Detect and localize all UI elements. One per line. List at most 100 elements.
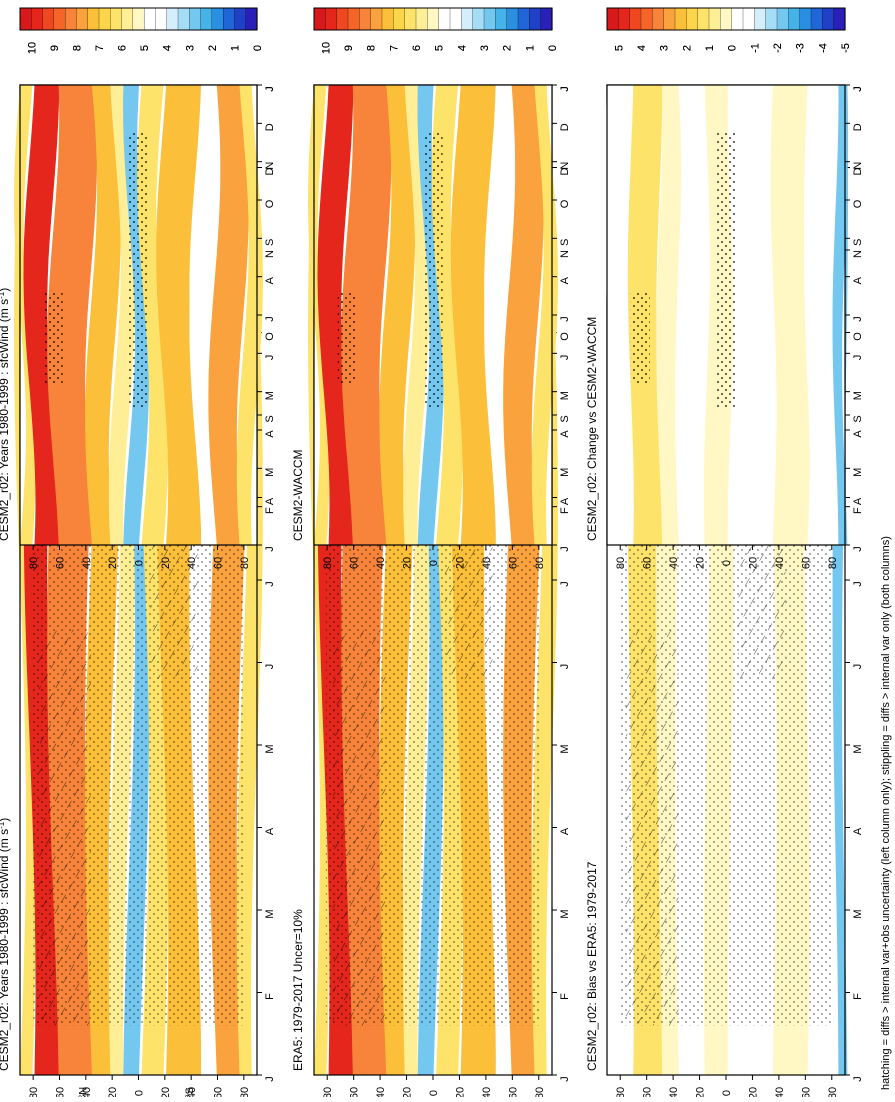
month-tick-label: J <box>559 1076 571 1082</box>
panel-title-sup: -1 <box>0 821 6 829</box>
month-tick-label: D <box>559 167 571 175</box>
month-tick-label: O <box>559 199 571 208</box>
month-tick-label: J <box>264 86 276 92</box>
colorbar-label: -5 <box>840 43 852 53</box>
colorbar-label: -3 <box>795 43 807 53</box>
colorbar-swatch <box>415 7 428 31</box>
month-tick-label: N <box>264 250 276 258</box>
lat-tick-label: 80 <box>534 557 546 569</box>
month-tick-label: D <box>559 123 571 131</box>
field-band <box>341 85 392 545</box>
colorbar-label: 7 <box>388 45 400 51</box>
lat-tick-label: 20 <box>454 1087 466 1097</box>
colorbar-label: 8 <box>366 45 378 51</box>
colorbar-swatch <box>404 7 417 31</box>
colorbar-label: 8 <box>71 45 83 51</box>
month-tick-label: A <box>559 276 571 284</box>
month-tick-label: J <box>559 355 571 361</box>
colorbar-swatch <box>697 7 710 31</box>
month-tick-label: S <box>264 415 276 422</box>
colorbar-swatch <box>606 7 619 31</box>
colorbar-label: 2 <box>502 45 514 51</box>
month-tick-label: S <box>852 239 864 246</box>
month-tick-label: J <box>852 664 864 670</box>
month-tick-label: N <box>264 162 276 170</box>
stippling <box>630 292 650 384</box>
colorbar-swatch <box>87 7 100 31</box>
month-tick-label: F <box>852 507 864 514</box>
month-tick-label: J <box>559 86 571 92</box>
colorbar-label: -1 <box>749 43 761 53</box>
colorbar-label: 4 <box>162 45 174 51</box>
lat-tick-label: 20 <box>695 1087 707 1097</box>
colorbar-label: 5 <box>139 45 151 51</box>
lat-tick-label: 40 <box>186 557 198 569</box>
colorbar-label: 2 <box>681 45 693 51</box>
colorbar-label: 0 <box>252 45 264 51</box>
month-tick-label: N <box>559 250 571 258</box>
stippling <box>337 292 357 384</box>
lat-tick-label: 60 <box>55 1087 67 1097</box>
colorbar-label: 2 <box>681 45 693 51</box>
colorbar-label: 5 <box>613 45 625 51</box>
hatching <box>38 629 92 1026</box>
month-tick-label: J <box>852 355 864 361</box>
colorbar-label: 7 <box>94 45 106 51</box>
colorbar-swatch <box>98 7 111 31</box>
month-tick-label: O <box>559 332 571 341</box>
colorbar-label: 9 <box>343 45 355 51</box>
month-tick-label: A <box>264 497 276 505</box>
colorbar-label: 10 <box>26 42 38 54</box>
colorbar-label: 3 <box>659 45 671 51</box>
month-tick-label: J <box>559 581 571 587</box>
lat-tick-label: 0 <box>428 1090 440 1096</box>
field-band <box>604 85 634 545</box>
colorbar-label: 6 <box>411 45 423 51</box>
colorbar-label: 10 <box>320 42 332 54</box>
colorbar-swatch <box>810 7 823 31</box>
lat-tick-label: 20 <box>402 1087 414 1097</box>
colorbar-label: 2 <box>207 45 219 51</box>
colorbar-label: 5 <box>613 45 625 51</box>
month-tick-label: F <box>264 993 276 1000</box>
lat-tick-label: 60 <box>55 557 67 569</box>
colorbar-swatch <box>234 7 247 31</box>
colorbar-label: 8 <box>71 45 83 51</box>
lat-tick-label: 20 <box>695 557 707 569</box>
colorbar-swatch <box>663 7 676 31</box>
lat-tick-label: 60 <box>213 557 225 569</box>
lat-tick-label: 60 <box>213 1087 225 1097</box>
colorbar-label: 4 <box>636 45 648 51</box>
colorbar-label: 6 <box>411 45 423 51</box>
month-tick-label: J <box>559 316 571 322</box>
figure-note: hatching = diffs > internal var+obs unce… <box>880 536 892 1090</box>
lat-tick-label: 80 <box>615 557 627 569</box>
colorbar-swatch <box>76 7 89 31</box>
colorbar-swatch <box>347 7 360 31</box>
panel-title: ERA5: 1979-2017 Uncer=10% <box>291 909 305 1071</box>
month-tick-label: J <box>264 546 276 552</box>
colorbar-swatch <box>313 7 326 31</box>
colorbar-label: 0 <box>727 45 739 51</box>
month-tick-label: J <box>264 581 276 587</box>
lat-tick-label: 0 <box>428 560 440 566</box>
colorbar-swatch <box>359 7 372 31</box>
lat-tick-label: 0 <box>134 560 146 566</box>
month-tick-label: J <box>264 1076 276 1082</box>
month-tick-label: A <box>852 430 864 438</box>
colorbar-swatch <box>381 7 394 31</box>
colorbar-label: 3 <box>184 45 196 51</box>
stippling <box>129 131 148 407</box>
colorbar-label: 0 <box>547 45 559 51</box>
colorbar-label: 0 <box>727 45 739 51</box>
colorbar-label: 9 <box>343 45 355 51</box>
colorbar-swatch <box>629 7 642 31</box>
colorbar-label: 2 <box>502 45 514 51</box>
colorbar-swatch <box>472 7 485 31</box>
month-tick-label: M <box>559 468 571 477</box>
lat-tick-label: 40 <box>81 557 93 569</box>
panel-title: CESM2_r02: Change vs CESM2-WACCM <box>585 317 599 541</box>
lat-tick-label: 40 <box>375 1087 387 1097</box>
colorbar-swatch <box>222 7 235 31</box>
